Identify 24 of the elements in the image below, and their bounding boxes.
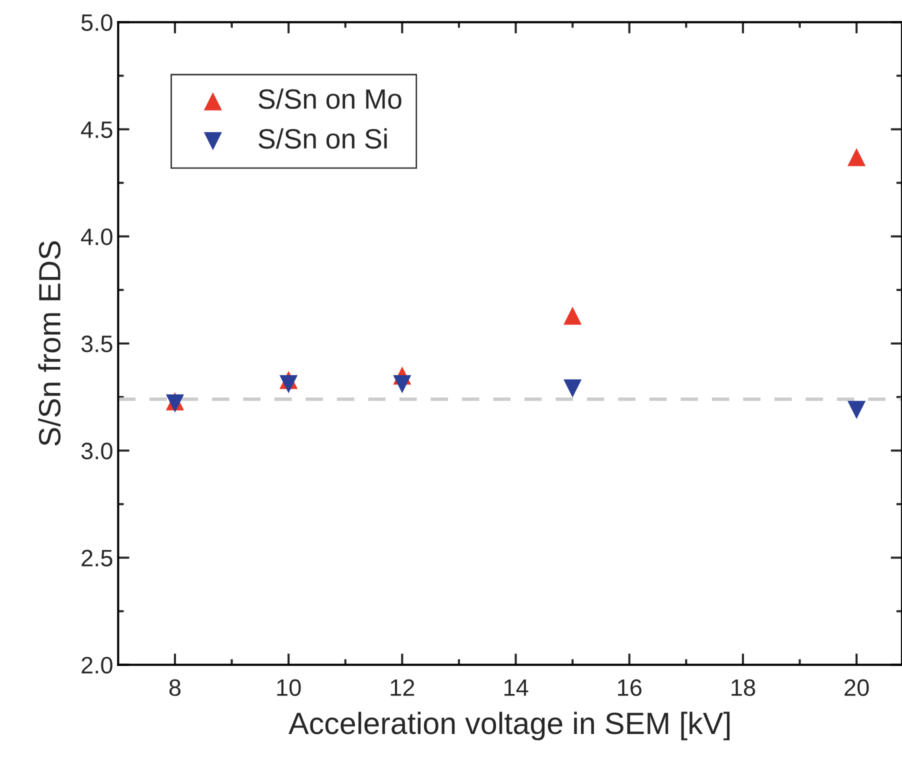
point bbox=[393, 375, 412, 394]
x-tick-label: 18 bbox=[732, 679, 756, 696]
x-tick-label: 8 bbox=[169, 679, 180, 696]
y-tick-label: 2.0 bbox=[82, 656, 112, 674]
y-tick-label: 2.5 bbox=[82, 550, 112, 566]
point bbox=[280, 375, 298, 394]
y-tick-label: 3.0 bbox=[81, 442, 112, 460]
point bbox=[848, 400, 866, 419]
y-tick-label: 4.5 bbox=[81, 122, 112, 138]
x-axis-title: Acceleration voltage in SEM [kV] bbox=[288, 712, 730, 740]
x-tick-label: 14 bbox=[504, 680, 528, 696]
x-tick-label: 10 bbox=[277, 679, 301, 696]
x-tick-label: 12 bbox=[390, 679, 414, 696]
x-tick-label: 16 bbox=[618, 679, 642, 696]
y-tick-label: 3.5 bbox=[81, 336, 112, 352]
y-axis-title: S/Sn from EDS bbox=[38, 241, 61, 446]
legend-label: S/Sn on Mo bbox=[258, 88, 402, 109]
legend-label: S/Sn on Si bbox=[258, 128, 387, 149]
x-tick-label: 20 bbox=[844, 679, 869, 696]
point bbox=[848, 148, 866, 166]
y-tick-label: 4.0 bbox=[81, 228, 112, 246]
y-tick-label: 5.0 bbox=[81, 14, 112, 31]
point bbox=[564, 306, 582, 325]
point bbox=[564, 379, 582, 398]
